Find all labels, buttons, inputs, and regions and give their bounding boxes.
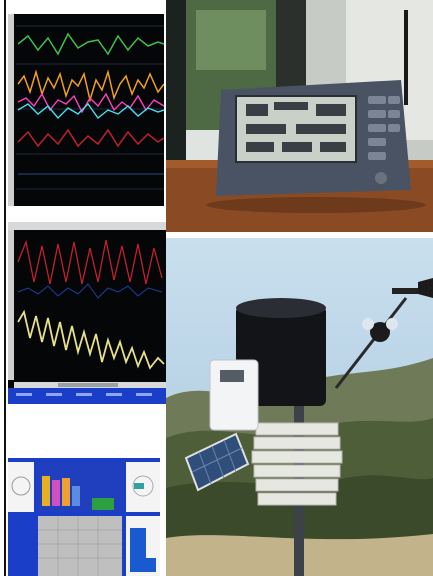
console-photo: [166, 0, 433, 232]
trace-red: [17, 239, 163, 285]
bar-2: [52, 480, 60, 506]
station-photo: [166, 238, 433, 576]
station-photo-image: [166, 238, 433, 576]
chart-top-left: [8, 14, 164, 206]
trace-blue: [17, 283, 163, 299]
bar-3: [62, 478, 70, 506]
trace-cyan: [17, 102, 164, 120]
bar-4: [72, 486, 80, 506]
left-border-line: [4, 0, 6, 576]
trace-magenta: [17, 92, 164, 114]
console-photo-image: [166, 0, 433, 232]
trace-red: [17, 128, 164, 148]
bar-1: [42, 476, 50, 506]
chart-mid-left-plot: [8, 222, 166, 404]
dashboard-image: [8, 458, 160, 576]
trace-yellow: [17, 309, 165, 370]
chart-mid-left: [8, 222, 166, 404]
bar-5: [92, 498, 114, 510]
trace-green: [17, 32, 164, 56]
dashboard-bottom-left: [8, 458, 160, 576]
chart-top-left-plot: [8, 14, 164, 206]
